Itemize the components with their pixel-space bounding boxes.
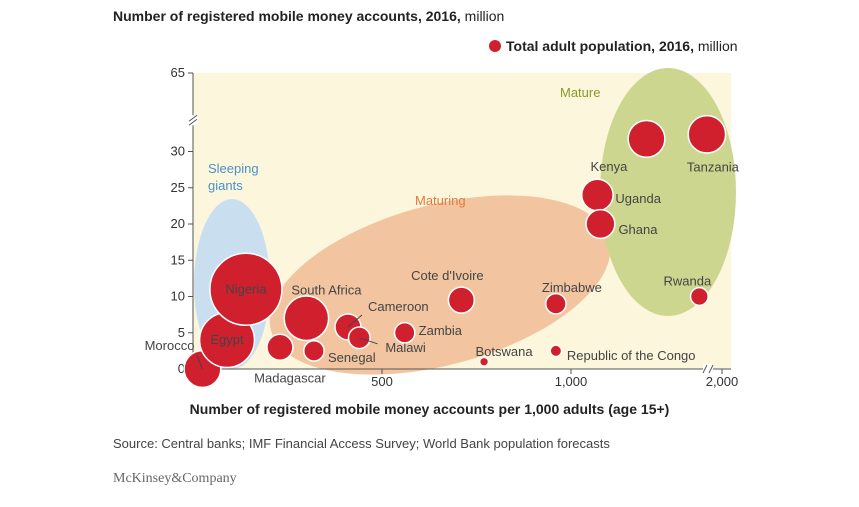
data-label-south-africa: South Africa xyxy=(291,282,362,297)
data-label-senegal: Senegal xyxy=(328,350,376,365)
data-label-zimbabwe: Zimbabwe xyxy=(542,280,602,295)
data-label-rwanda: Rwanda xyxy=(663,274,711,289)
y-axis-break xyxy=(188,115,198,126)
legend-bubble-icon xyxy=(489,40,501,52)
bubble-south-africa xyxy=(283,295,330,342)
group-label-maturing: Maturing xyxy=(415,193,466,208)
leader-line-malawi xyxy=(359,337,378,345)
x-tick-label: 500 xyxy=(371,374,393,389)
data-label-republic-of-the-congo: Republic of the Congo xyxy=(567,348,696,363)
data-label-nigeria: Nigeria xyxy=(225,281,267,296)
y-tick-label: 15 xyxy=(171,252,185,267)
group-label-sleeping-giants: Sleeping xyxy=(208,161,259,176)
x-tick-label: 1,000 xyxy=(555,374,588,389)
bubble-nigeria xyxy=(209,252,283,326)
leader-line-morocco xyxy=(196,355,203,370)
group-label-mature: Mature xyxy=(560,85,600,100)
bubble-botswana xyxy=(478,356,490,367)
bubble-uganda xyxy=(580,178,614,212)
bubble-zambia xyxy=(393,321,416,344)
chart-title-unit: million xyxy=(464,8,505,24)
data-label-zambia: Zambia xyxy=(419,323,463,338)
bubble-kenya xyxy=(627,119,666,158)
y-tick-label: 25 xyxy=(171,180,185,195)
chart-title: Number of registered mobile money accoun… xyxy=(113,8,504,24)
x-axis-break xyxy=(703,364,713,374)
y-tick-label: 20 xyxy=(171,216,185,231)
data-label-madagascar: Madagascar xyxy=(254,370,326,385)
x-axis-label: Number of registered mobile money accoun… xyxy=(189,401,670,417)
data-label-morocco: Morocco xyxy=(145,338,195,353)
source-note: Source: Central banks; IMF Financial Acc… xyxy=(113,436,610,451)
data-label-cote-d-ivoire: Cote d'Ivoire xyxy=(411,268,484,283)
data-label-botswana: Botswana xyxy=(476,344,534,359)
brand-logo: McKinsey&Company xyxy=(113,471,237,486)
bubble-tanzania xyxy=(687,114,727,154)
y-axis-break-mark xyxy=(188,118,198,126)
data-label-egypt: Egypt xyxy=(210,332,244,347)
y-tick-label: 5 xyxy=(178,325,185,340)
bubble-ghana xyxy=(585,208,616,240)
data-label-kenya: Kenya xyxy=(591,159,629,174)
group-label-sleeping-giants: giants xyxy=(208,178,243,193)
data-label-uganda: Uganda xyxy=(615,191,661,206)
y-tick-label: 30 xyxy=(171,144,185,159)
data-label-ghana: Ghana xyxy=(618,222,658,237)
data-label-malawi: Malawi xyxy=(385,340,426,355)
x-axis-break-mark xyxy=(702,364,708,374)
legend-label: Total adult population, 2016, xyxy=(506,38,694,54)
data-label-tanzania: Tanzania xyxy=(687,159,740,174)
y-tick-label: 65 xyxy=(171,65,185,80)
legend-unit: million xyxy=(697,38,738,54)
bubble-chart: Sleeping giants Maturing Mature 0 5 10 15 20 25 30… xyxy=(145,65,740,389)
leader-line-cameroon xyxy=(347,314,363,328)
y-tick-label: 10 xyxy=(171,289,185,304)
bubble-madagascar xyxy=(266,333,294,361)
bubble-republic-of-the-congo xyxy=(549,344,563,358)
y-tick-label: 0 xyxy=(178,361,185,376)
chart-title-main: Number of registered mobile money accoun… xyxy=(113,8,461,24)
bubble-zimbabwe xyxy=(544,292,567,315)
y-axis-break-mark xyxy=(188,114,198,122)
x-axis-break-mark xyxy=(708,364,714,374)
bubble-cote-d-ivoire xyxy=(447,286,476,314)
data-label-cameroon: Cameroon xyxy=(368,299,429,314)
bubble-senegal xyxy=(303,339,325,362)
bubble-rwanda xyxy=(689,286,709,307)
x-tick-label: 2,000 xyxy=(706,374,739,389)
legend: Total adult population, 2016, million xyxy=(489,38,738,54)
